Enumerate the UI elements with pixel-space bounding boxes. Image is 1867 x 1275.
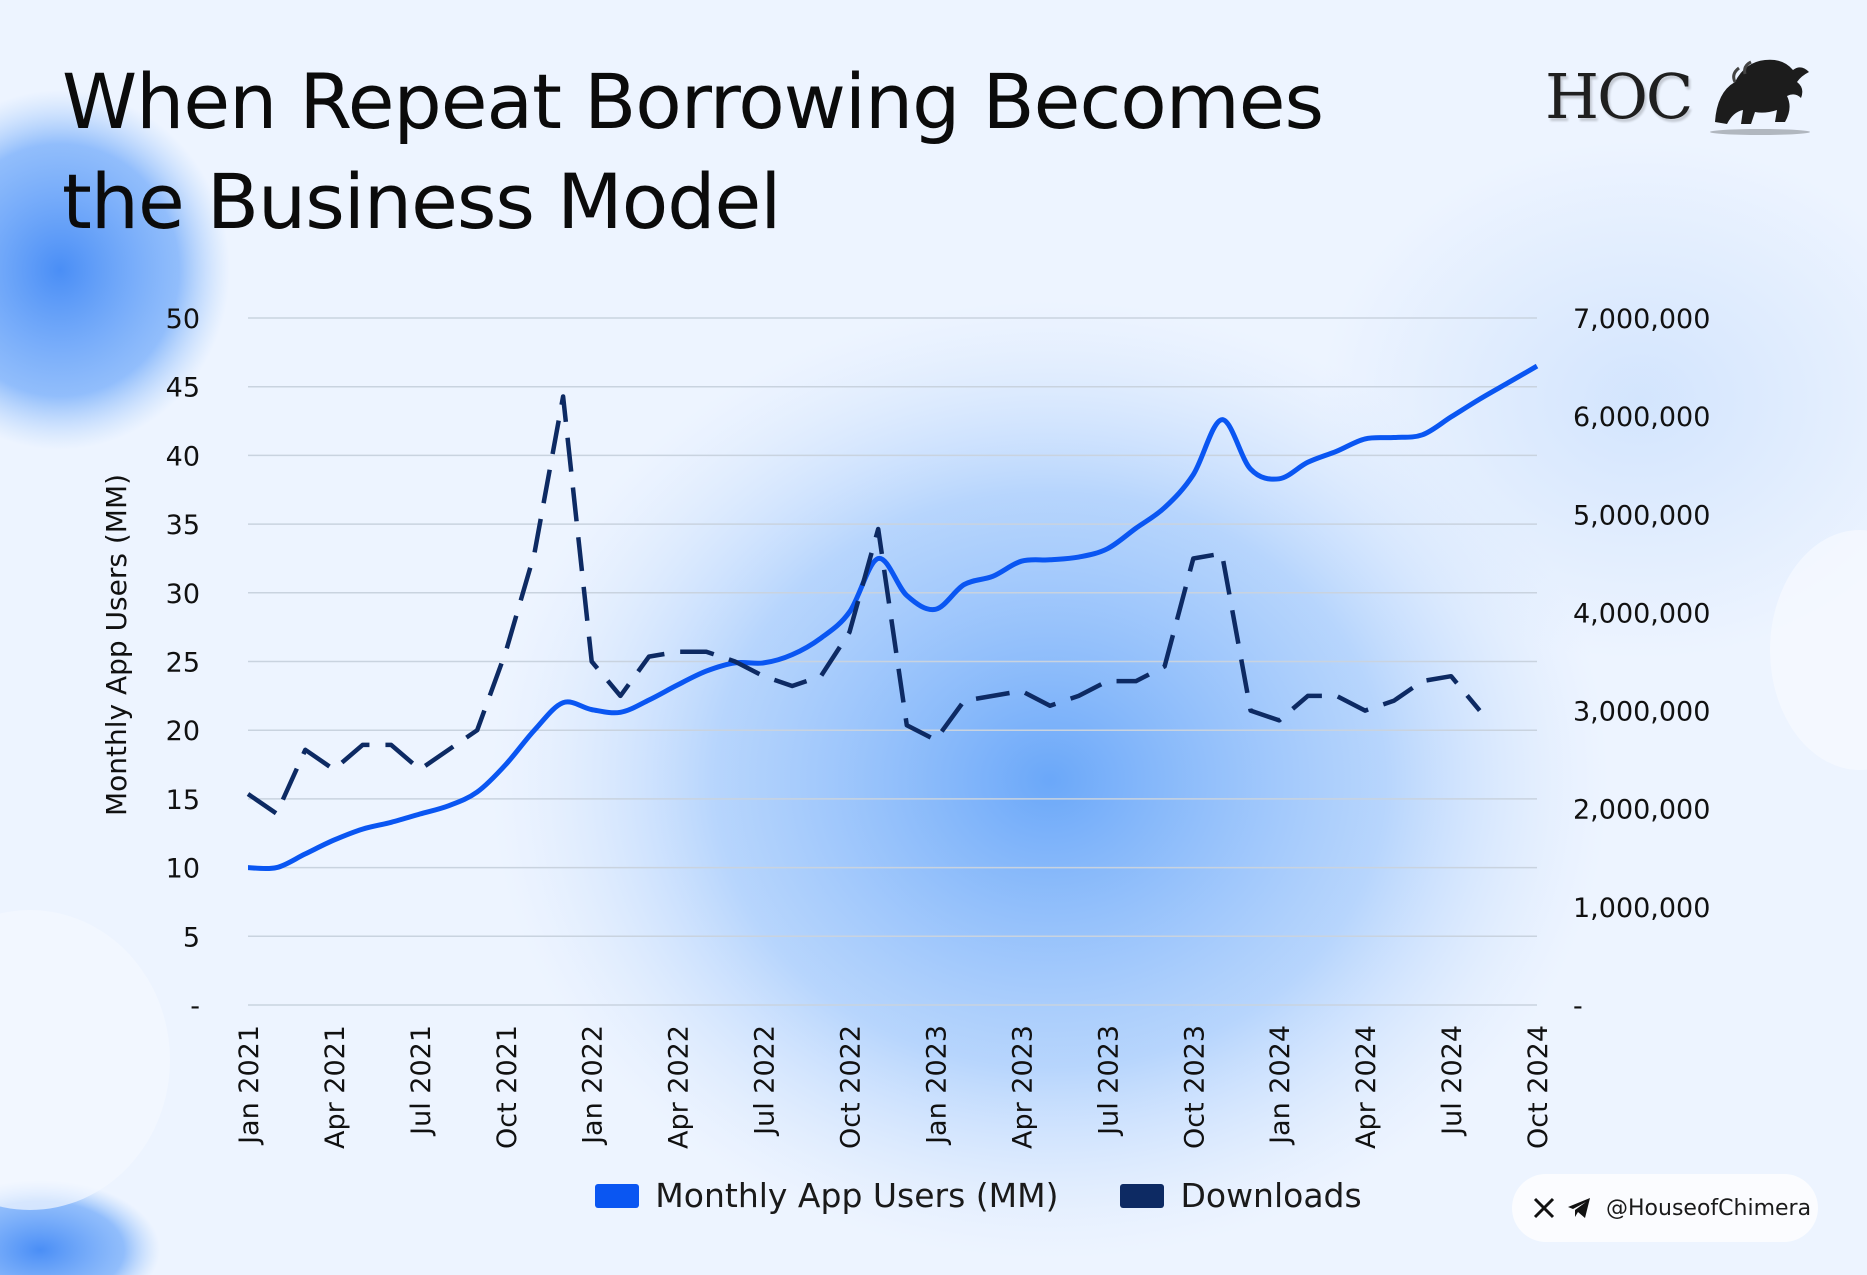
right-y-tick-label: 3,000,000	[1573, 697, 1710, 728]
right-y-tick-label: 1,000,000	[1573, 893, 1710, 924]
x-tick-label: Apr 2022	[664, 1025, 695, 1149]
telegram-icon[interactable]	[1566, 1196, 1592, 1220]
x-tick-label: Jan 2023	[921, 1025, 952, 1146]
left-y-axis: - 5 10 15 20 25 30 35 40 45 50	[166, 304, 200, 1022]
social-handle-text: @HouseofChimera	[1606, 1195, 1812, 1221]
x-tick-label: Oct 2021	[492, 1025, 523, 1149]
x-tick-label: Apr 2023	[1007, 1025, 1038, 1149]
x-tick-label: Jul 2022	[750, 1025, 781, 1137]
x-tick-label: Oct 2022	[836, 1025, 867, 1149]
right-y-tick-label: 7,000,000	[1573, 304, 1710, 335]
x-tick-label: Jul 2021	[406, 1025, 437, 1137]
x-tick-label: Jul 2024	[1437, 1025, 1468, 1137]
hoc-logo: HOC	[1545, 52, 1815, 136]
downloads-line	[246, 394, 1482, 816]
right-y-tick-label: 2,000,000	[1573, 795, 1710, 826]
left-y-tick-label: 45	[166, 373, 200, 404]
x-icon[interactable]	[1532, 1196, 1556, 1220]
right-y-tick-label: 5,000,000	[1573, 500, 1710, 531]
left-y-tick-label: 10	[166, 854, 200, 885]
x-tick-label: Jan 2021	[234, 1025, 265, 1146]
left-y-tick-label: 5	[183, 922, 200, 953]
x-tick-label: Apr 2021	[320, 1025, 351, 1149]
left-y-tick-label: 30	[166, 579, 200, 610]
x-tick-label: Oct 2024	[1523, 1025, 1554, 1149]
chart-title: When Repeat Borrowing Becomes the Busine…	[62, 52, 1324, 252]
lion-icon	[1710, 59, 1810, 135]
chart-legend: Monthly App Users (MM) Downloads	[0, 1176, 1867, 1215]
legend-item-downloads: Downloads	[1120, 1176, 1362, 1215]
left-y-tick-label: -	[190, 991, 200, 1022]
left-y-tick-label: 25	[166, 648, 200, 679]
left-y-tick-label: 20	[166, 716, 200, 747]
x-axis: Jan 2021 Apr 2021 Jul 2021 Oct 2021 Jan 2022…	[234, 1025, 1554, 1149]
x-tick-label: Oct 2023	[1179, 1025, 1210, 1149]
x-tick-label: Jan 2022	[578, 1025, 609, 1146]
logo-text: HOC	[1545, 60, 1693, 133]
legend-swatch-users	[595, 1183, 640, 1208]
x-tick-label: Jul 2023	[1093, 1025, 1124, 1137]
left-y-tick-label: 50	[166, 304, 200, 335]
x-tick-label: Jan 2024	[1265, 1025, 1296, 1146]
legend-label-users: Monthly App Users (MM)	[655, 1176, 1059, 1215]
legend-label-downloads: Downloads	[1180, 1176, 1362, 1215]
right-y-tick-label: -	[1573, 991, 1583, 1022]
right-y-tick-label: 6,000,000	[1573, 402, 1710, 433]
left-y-axis-label: Monthly App Users (MM)	[100, 474, 133, 816]
gridlines	[248, 317, 1537, 1006]
legend-item-users: Monthly App Users (MM)	[595, 1176, 1058, 1215]
left-y-tick-label: 35	[166, 510, 200, 541]
right-y-tick-label: 4,000,000	[1573, 598, 1710, 629]
series-lines	[246, 363, 1539, 872]
x-tick-label: Apr 2024	[1351, 1025, 1382, 1149]
title-line-2: the Business Model	[62, 157, 781, 246]
social-handle-badge[interactable]: @HouseofChimera	[1512, 1174, 1818, 1242]
title-line-1: When Repeat Borrowing Becomes	[62, 57, 1324, 146]
monthly-app-users-line	[247, 363, 1539, 872]
legend-swatch-downloads	[1120, 1183, 1165, 1208]
right-y-axis: - 1,000,000 2,000,000 3,000,000 4,000,000 5,0…	[1573, 304, 1710, 1022]
left-y-tick-label: 40	[166, 441, 200, 472]
left-y-tick-label: 15	[166, 785, 200, 816]
